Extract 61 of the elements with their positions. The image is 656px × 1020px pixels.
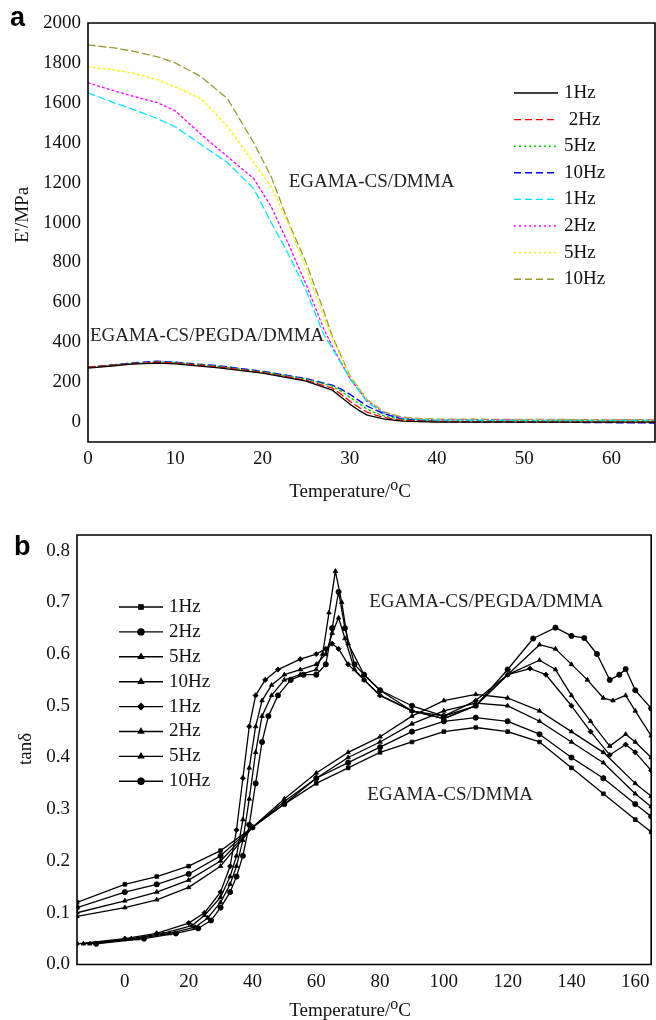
x-tick-label: 30 bbox=[340, 447, 360, 469]
x-tick-label: 60 bbox=[306, 969, 326, 991]
x-axis-title: Temperature/$^{o}$C bbox=[288, 994, 412, 1020]
y-tick-label: 0 bbox=[71, 410, 81, 432]
x-tick-label: 0 bbox=[120, 969, 130, 991]
y-tick-label: 0.8 bbox=[46, 538, 70, 560]
y-tick-label: 0.4 bbox=[46, 745, 71, 767]
annotation: EGAMA-CS/PEGDA/DMMA bbox=[89, 323, 325, 345]
legend-label: 1Hz bbox=[169, 594, 201, 616]
y-tick-label: 0.0 bbox=[46, 952, 70, 974]
x-tick-label: 100 bbox=[429, 969, 459, 991]
legend-label: 10Hz bbox=[169, 769, 211, 791]
legend-label: 5Hz bbox=[564, 134, 596, 156]
y-tick-label: 0.7 bbox=[46, 590, 70, 612]
legend-label: 5Hz bbox=[169, 644, 201, 666]
annotation: EGAMA-CS/DMMA bbox=[288, 170, 455, 192]
y-tick-label: 1200 bbox=[43, 170, 81, 192]
legend-label: 2Hz bbox=[564, 213, 596, 235]
x-tick-label: 160 bbox=[621, 969, 650, 991]
x-tick-label: 10 bbox=[165, 447, 185, 469]
legend-label: 5Hz bbox=[564, 240, 596, 262]
legend-label: 2Hz bbox=[564, 107, 601, 129]
y-tick-label: 2000 bbox=[43, 10, 81, 32]
y-axis-title: tanδ bbox=[14, 732, 36, 766]
y-tick-label: 1400 bbox=[43, 130, 81, 152]
legend-label: 1Hz bbox=[169, 694, 201, 716]
legend-label: 5Hz bbox=[169, 744, 201, 766]
x-tick-label: 80 bbox=[370, 969, 390, 991]
legend-label: 10Hz bbox=[564, 160, 606, 182]
y-tick-label: 1000 bbox=[43, 210, 81, 232]
y-tick-label: 0.5 bbox=[46, 693, 70, 715]
legend-label: 10Hz bbox=[564, 267, 606, 289]
x-tick-label: 20 bbox=[179, 969, 199, 991]
x-tick-label: 40 bbox=[427, 447, 447, 469]
legend-label: 2Hz bbox=[169, 619, 201, 641]
annotation: EGAMA-CS/DMMA bbox=[367, 783, 534, 805]
y-tick-label: 1600 bbox=[43, 90, 81, 112]
y-tick-label: 400 bbox=[52, 330, 81, 352]
x-tick-label: 60 bbox=[601, 447, 621, 469]
y-tick-label: 600 bbox=[52, 290, 81, 312]
legend-label: 1Hz bbox=[564, 187, 596, 209]
x-tick-label: 120 bbox=[493, 969, 522, 991]
y-tick-label: 0.2 bbox=[46, 848, 70, 870]
x-tick-label: 50 bbox=[514, 447, 534, 469]
legend-label: 1Hz bbox=[564, 80, 596, 102]
y-tick-label: 200 bbox=[52, 370, 81, 392]
y-tick-label: 0.6 bbox=[46, 642, 70, 663]
x-tick-label: 40 bbox=[242, 969, 262, 991]
chart-title: a bbox=[10, 2, 26, 33]
y-axis-title: E'/MPa bbox=[11, 186, 33, 244]
x-axis-title: Temperature/$^{o}$C bbox=[288, 475, 412, 503]
x-tick-label: 20 bbox=[252, 447, 272, 469]
chart-title: b bbox=[14, 531, 31, 562]
x-tick-label: 140 bbox=[557, 969, 586, 991]
legend-label: 10Hz bbox=[169, 669, 211, 691]
legend-label: 2Hz bbox=[169, 719, 201, 741]
y-tick-label: 0.3 bbox=[46, 797, 70, 819]
y-tick-label: 800 bbox=[52, 250, 81, 272]
y-tick-label: 1800 bbox=[43, 50, 81, 72]
y-tick-label: 0.1 bbox=[46, 900, 70, 922]
annotation: EGAMA-CS/PEGDA/DMMA bbox=[369, 590, 604, 612]
